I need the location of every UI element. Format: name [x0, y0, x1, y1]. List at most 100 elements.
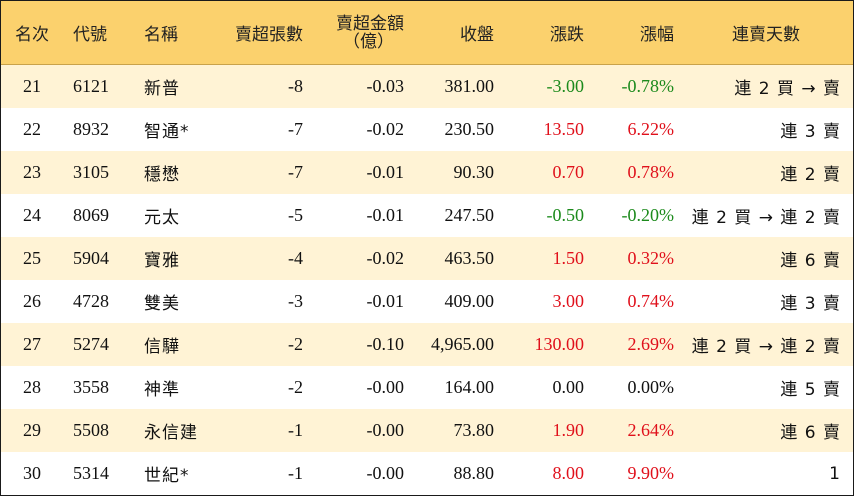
close-price-cell: 409.00	[444, 291, 495, 311]
header-change: 漲跌	[550, 25, 584, 45]
consecutive-days-cell: 連 6 賣	[780, 251, 841, 271]
net-sell-lots-cell: -4	[288, 248, 303, 268]
header-net-sell-amount: 賣超金額 （億）	[306, 1, 404, 64]
net-sell-lots-cell: -8	[288, 76, 303, 96]
change-cell: 13.50	[543, 119, 585, 139]
close-price-cell: 88.80	[453, 463, 495, 483]
change-pct-cell: 0.74%	[627, 291, 675, 311]
net-sell-lots-cell: -7	[288, 162, 303, 182]
consecutive-days-cell: 連 2 買 → 連 2 賣	[691, 337, 841, 357]
consecutive-days-cell: 連 2 賣	[780, 165, 841, 185]
header-code: 代號	[73, 25, 107, 45]
header-close: 收盤	[460, 25, 494, 45]
name-cell: 信驊	[144, 337, 180, 357]
consecutive-days-cell: 連 3 賣	[780, 122, 841, 142]
change-pct-cell: 9.90%	[627, 463, 675, 483]
code-cell: 4728	[73, 291, 109, 311]
table-row: 23 3105 穩懋 -7 -0.01 90.30 0.70 0.78% 連 2 賣	[1, 151, 853, 194]
table-row: 22 8932 智通* -7 -0.02 230.50 13.50 6.22% 連 3 賣	[1, 108, 853, 151]
table-row: 26 4728 雙美 -3 -0.01 409.00 3.00 0.74% 連 3 賣	[1, 280, 853, 323]
close-price-cell: 4,965.00	[431, 334, 494, 354]
rank-cell: 21	[23, 76, 41, 96]
change-pct-cell: 2.64%	[627, 420, 675, 440]
rank-cell: 24	[23, 205, 41, 225]
code-cell: 3105	[73, 162, 109, 182]
net-sell-amount-cell: -0.02	[366, 119, 405, 139]
name-cell: 世紀*	[144, 466, 190, 486]
rank-cell: 23	[23, 162, 41, 182]
close-price-cell: 247.50	[444, 205, 495, 225]
net-sell-lots-cell: -2	[288, 334, 303, 354]
net-sell-amount-cell: -0.10	[366, 334, 405, 354]
rank-cell: 29	[23, 420, 41, 440]
rank-cell: 30	[23, 463, 41, 483]
change-cell: -3.00	[546, 76, 585, 96]
header-net-sell-lots: 賣超張數	[235, 25, 303, 45]
rank-cell: 28	[23, 377, 41, 397]
change-pct-cell: 0.32%	[627, 248, 675, 268]
net-sell-lots-cell: -3	[288, 291, 303, 311]
net-sell-amount-cell: -0.01	[366, 205, 405, 225]
header-rank: 名次	[15, 25, 49, 45]
change-pct-cell: 0.00%	[627, 377, 675, 397]
code-cell: 5508	[73, 420, 109, 440]
net-sell-lots-cell: -5	[288, 205, 303, 225]
name-cell: 寶雅	[144, 251, 180, 271]
header-change-pct: 漲幅	[640, 25, 674, 45]
rank-cell: 22	[23, 119, 41, 139]
close-price-cell: 164.00	[444, 377, 495, 397]
net-sell-amount-cell: -0.02	[366, 248, 405, 268]
consecutive-days-cell: 連 5 賣	[780, 380, 841, 400]
header-net-sell-amount-title: 賣超金額	[336, 13, 404, 34]
name-cell: 雙美	[144, 294, 180, 314]
close-price-cell: 381.00	[444, 76, 495, 96]
close-price-cell: 230.50	[444, 119, 495, 139]
code-cell: 5904	[73, 248, 109, 268]
change-pct-cell: -0.78%	[621, 76, 675, 96]
header-consecutive-days: 連賣天數	[732, 25, 800, 45]
change-cell: 0.70	[552, 162, 585, 182]
name-cell: 神準	[144, 380, 180, 400]
rank-cell: 27	[23, 334, 41, 354]
name-cell: 元太	[144, 208, 180, 228]
code-cell: 8932	[73, 119, 109, 139]
name-cell: 永信建	[144, 423, 198, 443]
name-cell: 新普	[144, 79, 180, 99]
net-sell-amount-cell: -0.03	[366, 76, 405, 96]
change-cell: 1.90	[552, 420, 585, 440]
rank-cell: 26	[23, 291, 41, 311]
net-sell-lots-cell: -1	[288, 420, 303, 440]
code-cell: 5274	[73, 334, 109, 354]
net-sell-amount-cell: -0.00	[366, 463, 405, 483]
consecutive-days-cell: 連 2 買 → 連 2 賣	[691, 208, 841, 228]
consecutive-days-cell: 連 6 賣	[780, 423, 841, 443]
close-price-cell: 90.30	[453, 162, 495, 182]
change-cell: 3.00	[552, 291, 585, 311]
header-name: 名稱	[144, 25, 178, 45]
table-row: 29 5508 永信建 -1 -0.00 73.80 1.90 2.64% 連 6 賣	[1, 409, 853, 452]
change-pct-cell: 6.22%	[627, 119, 675, 139]
net-sell-amount-cell: -0.00	[366, 420, 405, 440]
code-cell: 3558	[73, 377, 109, 397]
name-cell: 智通*	[144, 122, 190, 142]
consecutive-days-cell: 連 3 賣	[780, 294, 841, 314]
change-cell: 0.00	[552, 377, 585, 397]
consecutive-days-cell: 連 2 買 → 賣	[734, 79, 841, 99]
consecutive-days-cell: 1	[829, 463, 841, 484]
net-sell-lots-cell: -2	[288, 377, 303, 397]
table-row: 21 6121 新普 -8 -0.03 381.00 -3.00 -0.78% 連 2 買 → …	[1, 65, 853, 108]
net-sell-lots-cell: -1	[288, 463, 303, 483]
code-cell: 8069	[73, 205, 109, 225]
net-sell-amount-cell: -0.01	[366, 162, 405, 182]
net-sell-amount-cell: -0.00	[366, 377, 405, 397]
rank-cell: 25	[23, 248, 41, 268]
code-cell: 6121	[73, 76, 109, 96]
change-cell: 130.00	[534, 334, 585, 354]
code-cell: 5314	[73, 463, 109, 483]
table-row: 28 3558 神準 -2 -0.00 164.00 0.00 0.00% 連 5 賣	[1, 366, 853, 409]
table-row: 25 5904 寶雅 -4 -0.02 463.50 1.50 0.32% 連 6 賣	[1, 237, 853, 280]
table-row: 30 5314 世紀* -1 -0.00 88.80 8.00 9.90% 1	[1, 452, 853, 495]
close-price-cell: 463.50	[444, 248, 495, 268]
header-net-sell-amount-unit: （億）	[343, 31, 394, 52]
